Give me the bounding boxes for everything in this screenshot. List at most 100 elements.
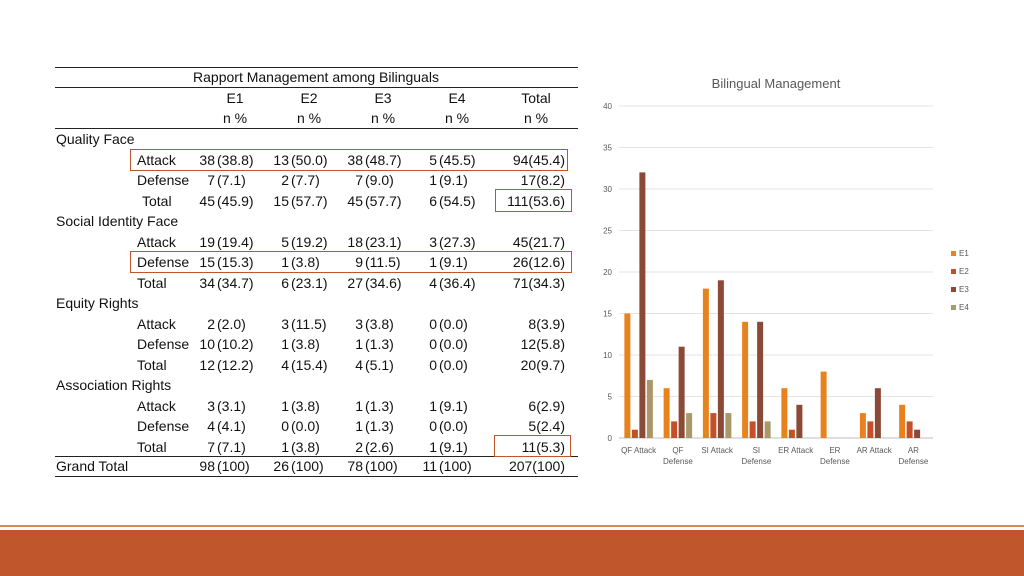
cell-percent: (48.7) [365, 151, 402, 168]
y-tick-label: 20 [603, 268, 612, 277]
bilingual-management-chart: Bilingual Management 0 5 10 15 20 25 30 35 40 QF A… [595, 60, 1024, 480]
cell-count: 9 [355, 254, 363, 270]
x-tick-label: QF [672, 446, 683, 455]
cell-total: 6(2.9) [528, 397, 565, 414]
bar-e1 [742, 321, 749, 438]
bar-e2 [749, 421, 756, 438]
column-subheader: n % [222, 110, 248, 126]
cell-count: 26 [273, 458, 289, 474]
cell-total: 17(8.2) [520, 172, 565, 188]
legend-swatch [951, 251, 956, 256]
cell-percent: (100) [365, 458, 398, 474]
cell-count: 11 [422, 458, 437, 474]
legend-swatch [951, 305, 956, 310]
cell-percent: (100) [217, 458, 250, 474]
cell-count: 7 [355, 172, 363, 188]
row-label: Attack [137, 233, 176, 250]
cell-total: 207(100) [508, 458, 565, 474]
row-label: Total [137, 356, 167, 373]
cell-count: 15 [199, 254, 215, 270]
bar-e4 [646, 379, 653, 438]
table-rule [55, 87, 578, 88]
cell-percent: (54.5) [439, 192, 476, 209]
cell-percent: (9.0) [365, 172, 394, 188]
cell-count: 12 [199, 356, 215, 373]
x-tick-label: Defense [820, 457, 850, 466]
table-rule [55, 67, 578, 68]
table-rule [55, 456, 578, 457]
cell-percent: (3.8) [291, 336, 320, 352]
cell-percent: (0.0) [439, 336, 468, 352]
footer-band [0, 530, 1024, 576]
cell-percent: (1.3) [365, 336, 394, 352]
cell-count: 5 [281, 233, 289, 250]
cell-percent: (0.0) [439, 356, 468, 373]
cell-percent: (100) [439, 458, 472, 474]
column-header: E3 [374, 90, 392, 106]
bar-e1 [624, 313, 631, 438]
bar-e4 [725, 413, 732, 438]
bar-e3 [678, 346, 685, 438]
cell-count: 1 [281, 254, 289, 270]
highlight-box [495, 189, 572, 212]
cell-count: 7 [207, 438, 215, 455]
row-label: Total [137, 274, 167, 291]
cell-percent: (10.2) [217, 336, 254, 352]
chart-title: Bilingual Management [712, 76, 841, 91]
cell-percent: (3.8) [365, 315, 394, 332]
cell-count: 18 [347, 233, 363, 250]
cell-count: 1 [281, 336, 289, 352]
cell-percent: (15.4) [291, 356, 328, 373]
cell-percent: (45.9) [217, 192, 254, 209]
legend-swatch [951, 287, 956, 292]
table-rule [55, 128, 578, 129]
cell-count: 0 [429, 356, 437, 373]
cell-percent: (27.3) [439, 233, 476, 250]
cell-count: 0 [429, 418, 437, 434]
bar-e1 [820, 371, 827, 438]
cell-percent: (23.1) [365, 233, 402, 250]
row-label: Attack [137, 151, 176, 168]
bar-e2 [867, 421, 874, 438]
bar-e1 [859, 413, 866, 438]
cell-percent: (50.0) [291, 151, 328, 168]
cell-count: 1 [355, 336, 363, 352]
y-tick-label: 35 [603, 144, 612, 153]
cell-count: 3 [281, 315, 289, 332]
row-label: Attack [137, 397, 176, 414]
bar-e2 [671, 421, 678, 438]
x-tick-label: SI Attack [701, 446, 734, 455]
cell-percent: (0.0) [291, 418, 320, 434]
cell-percent: (38.8) [217, 151, 254, 168]
cell-count: 4 [429, 274, 437, 291]
cell-count: 1 [281, 397, 289, 414]
cell-percent: (3.8) [291, 438, 320, 455]
highlight-box [494, 435, 571, 457]
cell-count: 1 [429, 397, 437, 414]
y-tick-label: 30 [603, 185, 612, 194]
table-title: Rapport Management among Bilinguals [193, 69, 439, 85]
legend-label: E1 [959, 249, 969, 258]
y-tick-label: 25 [603, 227, 612, 236]
cell-percent: (19.4) [217, 233, 254, 250]
bar-e1 [899, 404, 906, 438]
cell-percent: (57.7) [365, 192, 402, 209]
bar-e2 [906, 421, 913, 438]
bar-e3 [757, 321, 764, 438]
cell-percent: (36.4) [439, 274, 476, 291]
cell-total: 26(12.6) [512, 254, 565, 270]
cell-percent: (3.8) [291, 397, 320, 414]
cell-total: 8(3.9) [528, 315, 565, 332]
column-header: E4 [448, 90, 466, 106]
cell-count: 38 [347, 151, 363, 168]
y-tick-label: 15 [603, 310, 612, 319]
rapport-table: Rapport Management among Bilinguals E1 E2 E… [55, 67, 578, 477]
row-label: Defense [137, 418, 190, 434]
cell-percent: (1.3) [365, 418, 394, 434]
column-subheader: n % [444, 110, 470, 126]
cell-total: 94(45.4) [512, 151, 565, 168]
row-label: Defense [137, 336, 190, 352]
column-subheader: n % [523, 110, 549, 126]
cell-percent: (15.3) [217, 254, 254, 270]
cell-count: 4 [281, 356, 289, 373]
